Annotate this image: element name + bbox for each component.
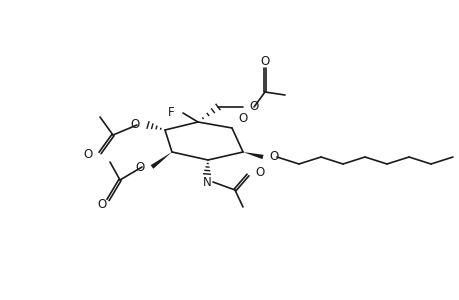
Text: O: O <box>84 148 93 160</box>
Text: O: O <box>130 118 140 130</box>
Text: O: O <box>254 166 263 178</box>
Text: N: N <box>202 176 211 188</box>
Text: O: O <box>237 112 247 125</box>
Text: O: O <box>260 55 269 68</box>
Polygon shape <box>151 152 172 169</box>
Text: O: O <box>248 100 257 112</box>
Text: O: O <box>135 160 145 173</box>
Text: F: F <box>168 106 174 118</box>
Text: O: O <box>269 149 278 163</box>
Text: O: O <box>97 199 106 212</box>
Polygon shape <box>242 152 263 159</box>
